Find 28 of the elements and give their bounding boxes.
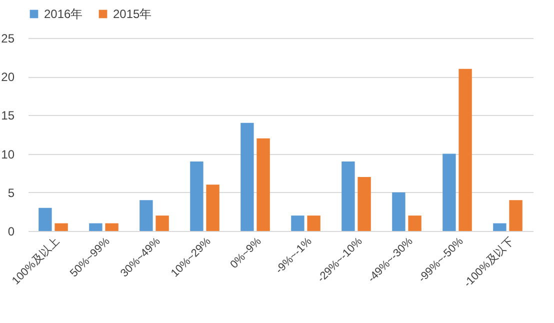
bar bbox=[38, 208, 52, 231]
y-tick-label: 25 bbox=[1, 32, 15, 46]
bar bbox=[206, 184, 220, 231]
legend-label: 2015年 bbox=[113, 7, 152, 21]
bar bbox=[458, 68, 472, 231]
y-tick-label: 20 bbox=[1, 70, 15, 84]
bar bbox=[493, 223, 506, 231]
y-tick-label: 10 bbox=[1, 147, 15, 162]
bar bbox=[291, 216, 304, 231]
bar bbox=[105, 223, 118, 231]
bar bbox=[256, 138, 270, 231]
bar bbox=[509, 200, 522, 231]
bar bbox=[156, 216, 169, 231]
bar bbox=[358, 176, 371, 231]
bar bbox=[342, 162, 355, 231]
bar bbox=[408, 216, 422, 231]
y-tick-label: 0 bbox=[8, 224, 15, 238]
y-tick-label: 15 bbox=[1, 108, 15, 123]
bar bbox=[442, 154, 456, 231]
bar bbox=[307, 216, 320, 231]
y-tick-label: 5 bbox=[8, 186, 15, 200]
bar bbox=[190, 162, 204, 231]
bar bbox=[89, 223, 102, 231]
legend-label: 2016年 bbox=[44, 7, 83, 21]
bar bbox=[54, 223, 68, 231]
bar bbox=[240, 122, 254, 231]
bar bbox=[392, 192, 406, 231]
bar bbox=[140, 200, 153, 231]
